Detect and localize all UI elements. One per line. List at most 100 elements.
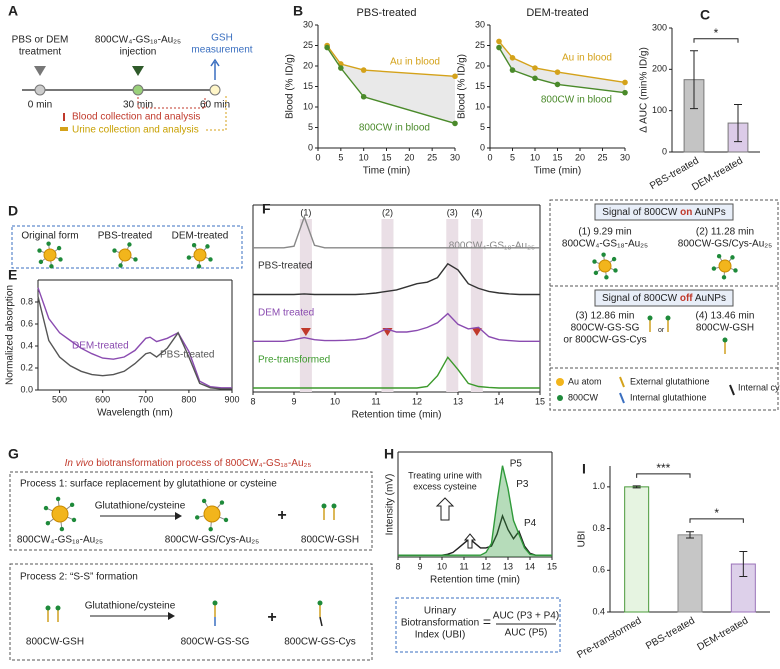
dye-dot bbox=[112, 248, 117, 253]
y-tick-label: 15 bbox=[475, 81, 485, 91]
peak-label: (1) bbox=[300, 207, 311, 217]
y-tick-label: 100 bbox=[652, 105, 667, 115]
x-tick-label: 700 bbox=[138, 394, 153, 404]
dye-dot bbox=[722, 337, 728, 343]
key-header-part: Signal of 800CW bbox=[602, 293, 680, 304]
x-axis-label: Retention time (min) bbox=[430, 575, 520, 586]
panel-title: In vivo biotransformation process of 800… bbox=[65, 458, 312, 469]
line bbox=[37, 287, 232, 389]
point bbox=[324, 44, 330, 51]
x-tick-label: 0 bbox=[315, 152, 320, 162]
dye-dot bbox=[613, 268, 618, 273]
label: 800CW₄-GS₁₈-Au₂₅ bbox=[17, 535, 103, 546]
y-tick-label: 0 bbox=[308, 142, 313, 152]
x-tick-label: 600 bbox=[95, 394, 110, 404]
line bbox=[253, 214, 540, 249]
point bbox=[532, 75, 538, 82]
significance-label: * bbox=[714, 506, 719, 520]
y-axis-label: UBI bbox=[577, 531, 588, 548]
panel-label: E bbox=[8, 267, 17, 283]
y-tick-label: 20 bbox=[475, 60, 485, 70]
point bbox=[509, 55, 516, 61]
dye-dot bbox=[71, 517, 77, 523]
label: Urine collection and analysis bbox=[72, 125, 199, 136]
x-tick-label: 30 bbox=[450, 152, 460, 162]
y-tick-label: 10 bbox=[303, 101, 313, 111]
y-tick-label: 0.2 bbox=[20, 362, 33, 372]
point bbox=[360, 67, 367, 73]
dye-dot bbox=[191, 243, 197, 248]
y-tick-label: 0 bbox=[662, 146, 667, 156]
label: measurement bbox=[191, 45, 252, 56]
peak-label: P3 bbox=[516, 479, 529, 490]
x-tick-label: 25 bbox=[597, 152, 607, 162]
line bbox=[37, 296, 232, 390]
label: 800CW-GSH bbox=[26, 637, 84, 648]
point bbox=[496, 38, 502, 45]
series-label: PBS-treated bbox=[160, 350, 214, 361]
point bbox=[532, 65, 538, 71]
series-label: 800CW₄-GS₁₈-Au₂₅ bbox=[449, 241, 535, 252]
y-tick-label: 20 bbox=[303, 60, 313, 70]
y-tick-label: 200 bbox=[652, 64, 667, 74]
label: 800CW₄-GS₁₈-Au₂₅ bbox=[562, 239, 648, 250]
x-tick-label: 15 bbox=[547, 561, 557, 571]
point bbox=[622, 89, 628, 96]
series-label: 800CW in blood bbox=[541, 95, 612, 106]
series-label: Pre-transformed bbox=[258, 355, 330, 366]
peak-band bbox=[470, 219, 483, 392]
dye-dot bbox=[321, 503, 327, 509]
label: (4) 13.46 min bbox=[696, 311, 755, 322]
label: AUC (P5) bbox=[505, 628, 548, 639]
x-tick-label: 10 bbox=[330, 396, 340, 406]
arrow bbox=[463, 533, 477, 549]
x-tick-label: 11 bbox=[459, 561, 468, 571]
dye-dot bbox=[69, 502, 75, 508]
peak-marker bbox=[300, 328, 311, 336]
dye-dot bbox=[593, 270, 599, 276]
key-header-part: off bbox=[680, 293, 693, 304]
dye-dot bbox=[46, 241, 51, 246]
peak-label: (2) bbox=[382, 207, 393, 217]
y-tick-label: 0.6 bbox=[20, 318, 33, 328]
line bbox=[326, 47, 456, 125]
x-tick-label: 5 bbox=[338, 152, 343, 162]
x-tick-label: 9 bbox=[417, 561, 422, 571]
label: Au atom bbox=[568, 376, 602, 386]
peak-band bbox=[299, 219, 312, 392]
between-fill bbox=[327, 45, 455, 124]
point bbox=[509, 67, 516, 73]
rule bbox=[729, 384, 735, 396]
dye-dot bbox=[665, 315, 671, 321]
box bbox=[395, 597, 561, 653]
rule bbox=[319, 616, 323, 627]
x-tick-label: 14 bbox=[494, 396, 504, 406]
dye-dot bbox=[611, 256, 617, 262]
gold-core bbox=[598, 259, 612, 273]
box bbox=[11, 225, 243, 269]
point bbox=[622, 79, 628, 86]
dye-dot bbox=[55, 605, 61, 611]
x-tick-label: 0 bbox=[487, 152, 492, 162]
panel-label: I bbox=[582, 461, 586, 477]
label: 800CW-GS/Cys-Au₂₅ bbox=[165, 535, 259, 546]
dye-dot bbox=[208, 257, 213, 262]
y-axis-label: Blood (% ID/g) bbox=[457, 54, 468, 119]
y-tick-label: 0.0 bbox=[20, 384, 33, 394]
label: 800CW-GS-Cys bbox=[284, 637, 356, 648]
point bbox=[338, 65, 344, 71]
x-tick-label: 25 bbox=[427, 152, 437, 162]
chart-title: DEM-treated bbox=[526, 7, 588, 19]
label: + bbox=[267, 609, 276, 626]
significance-bracket bbox=[693, 38, 739, 43]
x-tick-label: 10 bbox=[359, 152, 369, 162]
box bbox=[9, 471, 373, 551]
legend-symbol bbox=[60, 127, 68, 131]
label: Blood collection and analysis bbox=[72, 112, 200, 123]
label: 800CW bbox=[568, 392, 599, 402]
dye-dot bbox=[331, 503, 337, 509]
y-tick-label: 5 bbox=[308, 122, 313, 132]
x-tick-label: 20 bbox=[404, 152, 414, 162]
gold-core bbox=[193, 248, 207, 262]
label: 800CW-GS-SG bbox=[181, 637, 250, 648]
